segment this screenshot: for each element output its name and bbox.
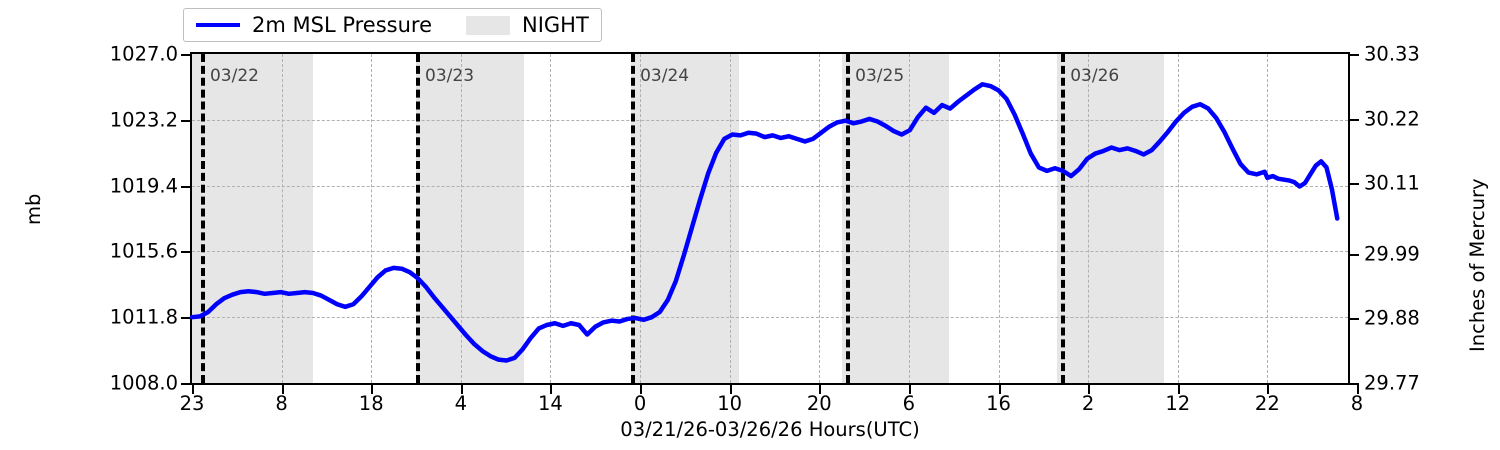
x-axis-label: 03/21/26-03/26/26 Hours(UTC) [620,418,920,441]
hgrid-3 [192,185,1348,187]
day-label-03-22: 03/22 [209,66,259,86]
y-axis-label-left: mb [22,193,45,225]
hgrid-2 [192,251,1348,253]
day-label-03-23: 03/23 [425,66,475,86]
vgrid-5 [640,54,642,383]
y-tick-right-1: 29.88 [1364,306,1420,330]
y-tickmark-left-0 [181,383,190,385]
x-tick-label-11: 12 [1165,392,1191,415]
y-tickmark-left-1 [181,317,190,320]
y-tickmark-right-2 [1350,253,1359,256]
y-tick-right-4: 30.22 [1364,107,1420,131]
x-tickmark-12 [1267,385,1270,394]
x-tick-label-6: 10 [717,392,743,415]
x-tick-label-13: 8 [1350,392,1364,415]
x-tickmark-7 [819,385,822,394]
x-tick-label-5: 0 [633,392,647,415]
vgrid-1 [281,54,283,383]
day-divider-03-24 [631,54,636,383]
night-band-3 [631,54,739,383]
y-tick-right-5: 30.33 [1364,42,1420,66]
y-tick-left-5: 1027.0 [109,42,178,66]
x-tickmark-6 [729,385,732,394]
night-band-swatch [466,15,510,35]
x-tickmark-3 [460,385,463,394]
plot-area: 03/22 03/23 03/24 03/25 03/26 [190,52,1350,385]
vgrid-12 [1267,54,1269,383]
vgrid-6 [729,54,731,383]
day-divider-03-26 [1061,54,1066,383]
y-tickmark-right-5 [1350,54,1359,56]
series-line-swatch [196,23,240,27]
y-tick-left-0: 1008.0 [109,371,178,395]
x-tickmark-13 [1356,385,1359,394]
night-band-1 [192,54,313,383]
y-tick-right-0: 29.77 [1364,371,1420,395]
hgrid-4 [192,119,1348,121]
x-tick-label-12: 22 [1254,392,1280,415]
x-tick-label-4: 14 [538,392,563,415]
y-tickmark-left-5 [181,54,190,56]
y-axis-label-right: Inches of Mercury [1466,178,1489,352]
day-divider-03-23 [416,54,421,383]
y-tickmark-left-4 [181,119,190,122]
night-band-5 [1056,54,1165,383]
y-tickmark-right-3 [1350,183,1359,186]
day-label-03-24: 03/24 [640,66,690,86]
x-tickmark-2 [371,385,374,394]
y-tickmark-left-3 [181,185,190,188]
legend-night-label: NIGHT [522,13,589,37]
x-tick-label-3: 4 [454,392,468,415]
x-tickmark-10 [1088,385,1091,394]
x-tickmark-8 [908,385,911,394]
y-tick-left-3: 1019.4 [109,174,178,198]
vgrid-8 [908,54,910,383]
day-label-03-26: 03/26 [1070,66,1120,86]
y-tickmark-left-2 [181,251,190,254]
x-tick-label-10: 2 [1081,392,1095,415]
vgrid-10 [1088,54,1090,383]
day-label-03-25: 03/25 [855,66,905,86]
x-tickmark-9 [998,385,1001,394]
x-tick-label-1: 8 [275,392,288,415]
hgrid-1 [192,317,1348,319]
series-polyline [192,84,1337,360]
vgrid-7 [819,54,821,383]
vgrid-11 [1177,54,1179,383]
x-tickmark-1 [281,385,284,394]
x-tick-label-7: 20 [806,392,832,415]
x-tickmark-0 [192,385,194,394]
y-tick-left-1: 1011.8 [109,305,178,329]
vgrid-4 [550,54,552,383]
day-divider-03-22 [200,54,205,383]
chart-legend: 2m MSL Pressure NIGHT [183,8,602,42]
x-tick-label-0: 23 [179,392,205,415]
y-tickmark-right-0 [1350,383,1359,385]
y-tickmark-right-1 [1350,318,1359,321]
x-tick-label-9: 16 [986,392,1011,415]
vgrid-2 [371,54,373,383]
vgrid-9 [998,54,1000,383]
day-divider-03-25 [846,54,851,383]
y-tickmark-right-4 [1350,118,1359,121]
y-tick-left-4: 1023.2 [109,108,178,132]
x-tick-label-2: 18 [358,392,384,415]
pressure-series-line [192,54,1348,383]
x-tickmark-11 [1177,385,1180,394]
legend-series-label: 2m MSL Pressure [252,13,432,37]
y-tick-right-2: 29.99 [1364,242,1420,266]
night-band-2 [416,54,524,383]
y-tick-left-2: 1015.6 [109,239,178,263]
x-tickmark-5 [640,385,643,394]
x-tickmark-4 [550,385,553,394]
vgrid-3 [460,54,462,383]
y-tick-right-3: 30.11 [1364,171,1420,195]
x-tick-label-8: 6 [902,392,916,415]
